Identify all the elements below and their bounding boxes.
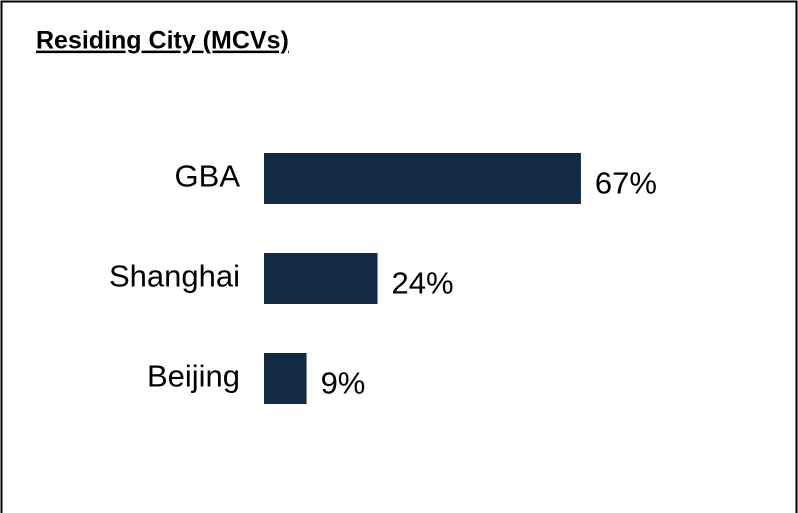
value-label: 9% (321, 366, 366, 401)
bar (264, 353, 307, 404)
bar (264, 153, 581, 204)
value-label: 67% (595, 166, 657, 201)
category-label: Shanghai (109, 259, 240, 294)
value-label: 24% (392, 266, 454, 301)
chart-title: Residing City (MCVs) (36, 27, 289, 55)
bar (264, 253, 378, 304)
category-label: Beijing (147, 359, 240, 394)
category-label: GBA (175, 159, 241, 194)
